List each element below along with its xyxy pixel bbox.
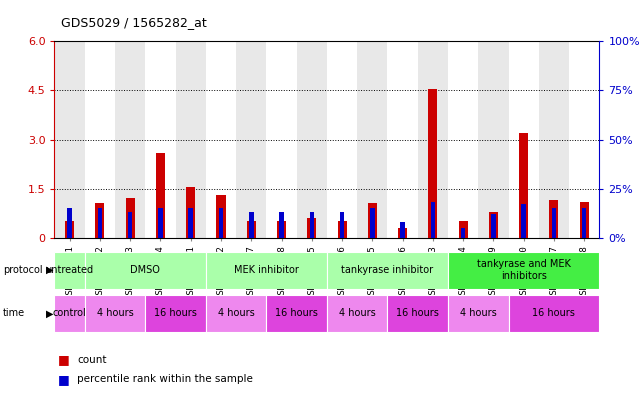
Bar — [267, 295, 327, 332]
Bar — [448, 295, 508, 332]
Bar — [236, 41, 267, 238]
Text: ■: ■ — [58, 353, 69, 366]
Bar — [327, 252, 448, 289]
Bar — [188, 208, 193, 238]
Bar — [206, 41, 236, 238]
Bar — [549, 200, 558, 238]
Bar — [508, 295, 599, 332]
Bar — [219, 208, 223, 238]
Bar — [146, 41, 176, 238]
Bar — [552, 208, 556, 238]
Text: percentile rank within the sample: percentile rank within the sample — [77, 374, 253, 384]
Bar — [327, 295, 387, 332]
Bar — [186, 187, 196, 238]
Text: 4 hours: 4 hours — [97, 309, 133, 318]
Text: ▶: ▶ — [46, 309, 54, 318]
Bar — [217, 195, 226, 238]
Bar — [249, 212, 253, 238]
Bar — [401, 222, 405, 238]
Bar — [431, 202, 435, 238]
Bar — [428, 89, 437, 238]
Bar — [448, 252, 599, 289]
Text: tankyrase and MEK
inhibitors: tankyrase and MEK inhibitors — [477, 259, 570, 281]
Bar — [115, 41, 146, 238]
Bar — [519, 133, 528, 238]
Bar — [54, 41, 85, 238]
Bar — [327, 41, 357, 238]
Bar — [458, 221, 468, 238]
Text: 16 hours: 16 hours — [275, 309, 318, 318]
Bar — [340, 212, 344, 238]
Bar — [277, 221, 286, 238]
Bar — [146, 295, 206, 332]
Text: count: count — [77, 354, 106, 365]
Bar — [279, 212, 284, 238]
Bar — [54, 295, 85, 332]
Bar — [508, 41, 539, 238]
Bar — [96, 203, 104, 238]
Text: untreated: untreated — [46, 265, 94, 275]
Bar — [85, 295, 146, 332]
Bar — [128, 212, 133, 238]
Bar — [569, 41, 599, 238]
Bar — [67, 208, 72, 238]
Bar — [370, 208, 374, 238]
Bar — [156, 152, 165, 238]
Bar — [85, 41, 115, 238]
Text: control: control — [53, 309, 87, 318]
Text: protocol: protocol — [3, 265, 43, 275]
Text: ▶: ▶ — [46, 265, 54, 275]
Bar — [54, 252, 85, 289]
Bar — [65, 221, 74, 238]
Bar — [461, 228, 465, 238]
Bar — [158, 208, 163, 238]
Text: MEK inhibitor: MEK inhibitor — [234, 265, 299, 275]
Bar — [491, 214, 495, 238]
Bar — [539, 41, 569, 238]
Text: 4 hours: 4 hours — [339, 309, 376, 318]
Bar — [448, 41, 478, 238]
Bar — [206, 295, 267, 332]
Bar — [97, 208, 102, 238]
Bar — [478, 41, 508, 238]
Bar — [387, 295, 448, 332]
Bar — [387, 41, 418, 238]
Text: ■: ■ — [58, 373, 69, 386]
Bar — [206, 252, 327, 289]
Text: 16 hours: 16 hours — [396, 309, 439, 318]
Bar — [521, 204, 526, 238]
Bar — [297, 41, 327, 238]
Text: GDS5029 / 1565282_at: GDS5029 / 1565282_at — [61, 16, 206, 29]
Bar — [398, 228, 407, 238]
Bar — [357, 41, 387, 238]
Bar — [267, 41, 297, 238]
Bar — [582, 208, 587, 238]
Text: 4 hours: 4 hours — [218, 309, 254, 318]
Text: 16 hours: 16 hours — [154, 309, 197, 318]
Bar — [126, 198, 135, 238]
Bar — [176, 41, 206, 238]
Bar — [310, 212, 314, 238]
Bar — [418, 41, 448, 238]
Text: tankyrase inhibitor: tankyrase inhibitor — [342, 265, 433, 275]
Text: time: time — [3, 309, 26, 318]
Bar — [338, 221, 347, 238]
Bar — [85, 252, 206, 289]
Bar — [368, 203, 377, 238]
Text: 4 hours: 4 hours — [460, 309, 497, 318]
Bar — [307, 218, 316, 238]
Text: DMSO: DMSO — [130, 265, 160, 275]
Bar — [247, 221, 256, 238]
Bar — [579, 202, 588, 238]
Text: 16 hours: 16 hours — [533, 309, 576, 318]
Bar — [489, 211, 498, 238]
